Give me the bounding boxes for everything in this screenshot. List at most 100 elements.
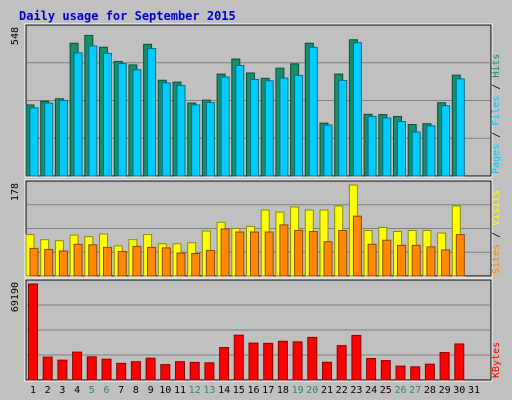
bar-1-1-16 (250, 231, 259, 277)
bar-0-1-20 (308, 46, 318, 177)
x-tick-label-23: 23 (350, 385, 362, 396)
y-max-label-2: 69190 (10, 282, 21, 312)
bar-1-1-5 (88, 244, 98, 277)
x-tick-label-8: 8 (133, 385, 139, 396)
x-tick-label-11: 11 (174, 385, 186, 396)
bar-1-1-12 (191, 253, 201, 277)
bar-1-1-4 (73, 243, 83, 277)
bar-2-0-17 (263, 342, 274, 381)
bar-1-1-15 (235, 231, 245, 277)
bar-0-1-17 (264, 80, 274, 177)
bar-2-0-15 (233, 334, 244, 381)
bar-1-1-21 (323, 241, 333, 277)
bar-0-1-9 (147, 48, 157, 177)
bar-2-0-13 (204, 362, 215, 381)
bar-1-1-6 (103, 246, 112, 277)
bar-2-0-25 (380, 360, 391, 381)
bar-2-0-30 (454, 343, 465, 381)
x-tick-label-29: 29 (439, 385, 451, 396)
series-label-sep-0-1: / (491, 78, 502, 96)
bar-2-0-1 (28, 283, 38, 381)
bar-1-1-14 (220, 228, 230, 277)
bar-0-1-7 (117, 63, 127, 177)
bar-1-1-23 (352, 215, 362, 277)
bar-1-1-24 (367, 243, 377, 277)
bar-1-1-28 (426, 246, 436, 277)
bar-2-0-3 (57, 359, 68, 381)
series-label-part-2-0: KBytes (491, 342, 502, 378)
x-tick-label-17: 17 (262, 385, 274, 396)
bar-0-1-13 (205, 102, 215, 177)
x-tick-label-25: 25 (380, 385, 392, 396)
y-max-label-0: 548 (10, 27, 21, 45)
series-label-part-0-2: Hits (491, 54, 502, 78)
series-label-part-0-1: Files (491, 96, 502, 126)
bar-2-0-29 (439, 352, 450, 381)
bar-2-0-2 (42, 356, 53, 381)
bar-2-0-5 (86, 356, 97, 381)
bar-2-0-22 (336, 345, 347, 381)
bar-0-1-12 (191, 104, 201, 177)
bar-2-0-9 (145, 357, 156, 381)
bar-1-1-9 (147, 246, 157, 277)
series-label-part-0-0: Pages (491, 144, 502, 174)
bar-2-0-20 (307, 336, 318, 381)
bar-0-1-18 (279, 77, 289, 177)
bar-0-1-11 (176, 85, 186, 177)
x-tick-label-31: 31 (468, 385, 480, 396)
bar-1-1-10 (161, 247, 171, 277)
bar-2-0-7 (116, 362, 127, 381)
x-tick-label-13: 13 (203, 385, 215, 396)
bar-0-1-27 (411, 131, 421, 177)
chart-title: Daily usage for September 2015 (19, 9, 236, 23)
x-tick-label-22: 22 (336, 385, 348, 396)
bar-1-1-8 (132, 245, 142, 277)
bar-2-0-8 (130, 361, 141, 381)
series-label-0: Pages / Files / Hits (491, 54, 502, 174)
bar-1-1-19 (294, 230, 304, 277)
series-label-part-1-1: Visits (491, 190, 502, 226)
bar-1-1-2 (44, 248, 54, 277)
bar-0-1-16 (250, 78, 259, 177)
bar-1-1-26 (397, 244, 406, 277)
x-tick-label-30: 30 (453, 385, 465, 396)
bar-2-0-6 (101, 358, 112, 381)
bar-2-0-21 (322, 361, 332, 381)
bar-1-1-22 (338, 230, 348, 277)
bar-0-1-25 (382, 117, 392, 177)
panel-frame-outer-0 (24, 23, 493, 178)
bar-0-1-24 (367, 115, 377, 177)
x-tick-label-9: 9 (148, 385, 154, 396)
bar-2-0-28 (424, 363, 435, 381)
x-tick-label-3: 3 (59, 385, 65, 396)
x-tick-label-1: 1 (30, 385, 36, 396)
x-tick-label-7: 7 (118, 385, 124, 396)
bar-0-1-6 (103, 52, 112, 177)
bar-2-0-18 (277, 340, 288, 381)
bar-0-1-8 (132, 69, 142, 177)
y-max-label-1: 178 (10, 183, 21, 201)
series-label-1: Sites / Visits (491, 190, 502, 274)
bar-0-1-1 (29, 107, 39, 177)
x-tick-label-19: 19 (292, 385, 304, 396)
bar-0-1-3 (58, 99, 68, 177)
bar-0-1-22 (338, 80, 348, 177)
bar-0-1-10 (161, 82, 171, 177)
x-tick-label-24: 24 (365, 385, 377, 396)
x-tick-label-2: 2 (45, 385, 51, 396)
x-tick-label-14: 14 (218, 385, 230, 396)
x-tick-label-6: 6 (103, 385, 109, 396)
bar-1-1-13 (205, 249, 215, 277)
bar-1-1-3 (58, 250, 68, 277)
panel-frame-outer-2 (24, 278, 493, 382)
series-label-part-1-0: Sites (491, 244, 502, 274)
bar-1-1-7 (117, 250, 127, 277)
x-tick-label-15: 15 (233, 385, 245, 396)
bar-0-1-2 (44, 102, 54, 177)
bar-2-0-27 (410, 366, 421, 381)
x-tick-label-21: 21 (321, 385, 333, 396)
series-label-2: KBytes (491, 342, 502, 378)
bar-0-1-19 (294, 74, 304, 177)
